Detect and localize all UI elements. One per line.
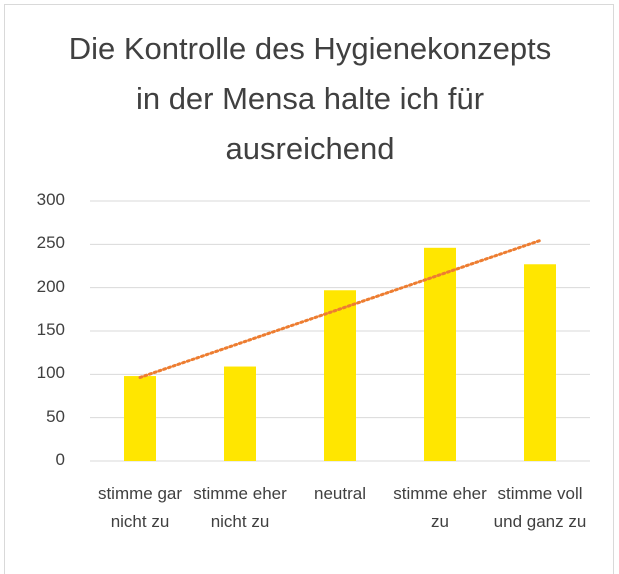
bar	[124, 376, 156, 461]
y-tick-label: 250	[36, 233, 65, 253]
y-tick-label: 50	[46, 406, 65, 426]
y-tick-label: 150	[36, 320, 65, 339]
x-tick-label: stimme eher zu	[393, 484, 487, 531]
y-tick-label: 0	[55, 450, 65, 469]
bar	[324, 290, 356, 461]
x-tick-label: stimme eher nicht zu	[193, 484, 287, 531]
trendline	[138, 239, 542, 379]
bar	[424, 247, 456, 461]
chart-title: Die Kontrolle des Hygienekonzepts in der…	[68, 31, 552, 166]
x-tick-label: stimme gar nicht zu	[97, 484, 183, 531]
frame	[4, 4, 614, 574]
y-tick-label: 300	[36, 190, 65, 209]
bar	[524, 264, 556, 461]
y-tick-label: 100	[36, 363, 65, 383]
y-tick-label: 200	[36, 276, 65, 296]
x-tick-label: stimme voll und ganz zu	[493, 484, 587, 531]
x-tick-label: neutral	[314, 484, 366, 503]
bar	[224, 366, 256, 461]
